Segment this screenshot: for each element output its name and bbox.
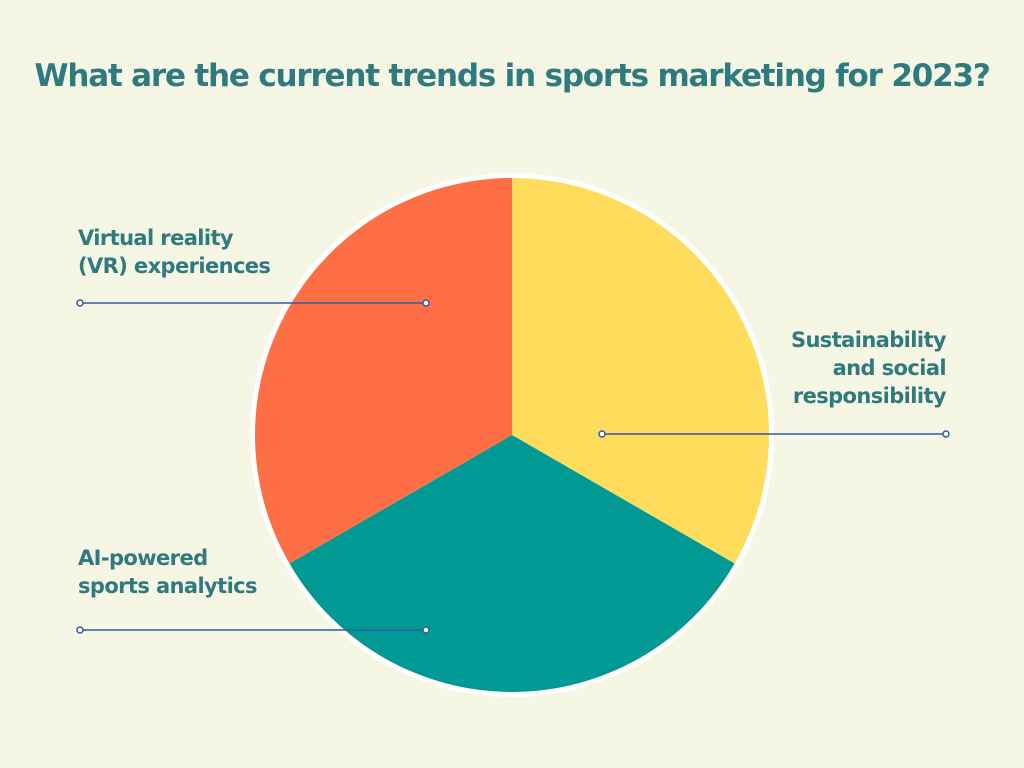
- slice-sustainability: [512, 178, 769, 564]
- chart-title: What are the current trends in sports ma…: [34, 58, 990, 94]
- slice-label-vr: Virtual reality (VR) experiences: [78, 226, 271, 278]
- slice-label-sustainability: Sustainability and social responsibility: [790, 328, 947, 408]
- leader-dot: [598, 430, 606, 438]
- leader-dot: [76, 626, 84, 634]
- slice-vr: [254, 178, 512, 564]
- leader-line-slice-vr: [76, 299, 430, 307]
- leader-dot: [76, 299, 84, 307]
- leader-line-slice-sustainability: [598, 430, 950, 438]
- leader-dot: [422, 299, 430, 307]
- leader-dot: [942, 430, 950, 438]
- leader-dot: [422, 626, 430, 634]
- leader-line-slice-ai-analytics: [76, 626, 430, 634]
- slice-label-ai-analytics: AI-powered sports analytics: [78, 546, 258, 598]
